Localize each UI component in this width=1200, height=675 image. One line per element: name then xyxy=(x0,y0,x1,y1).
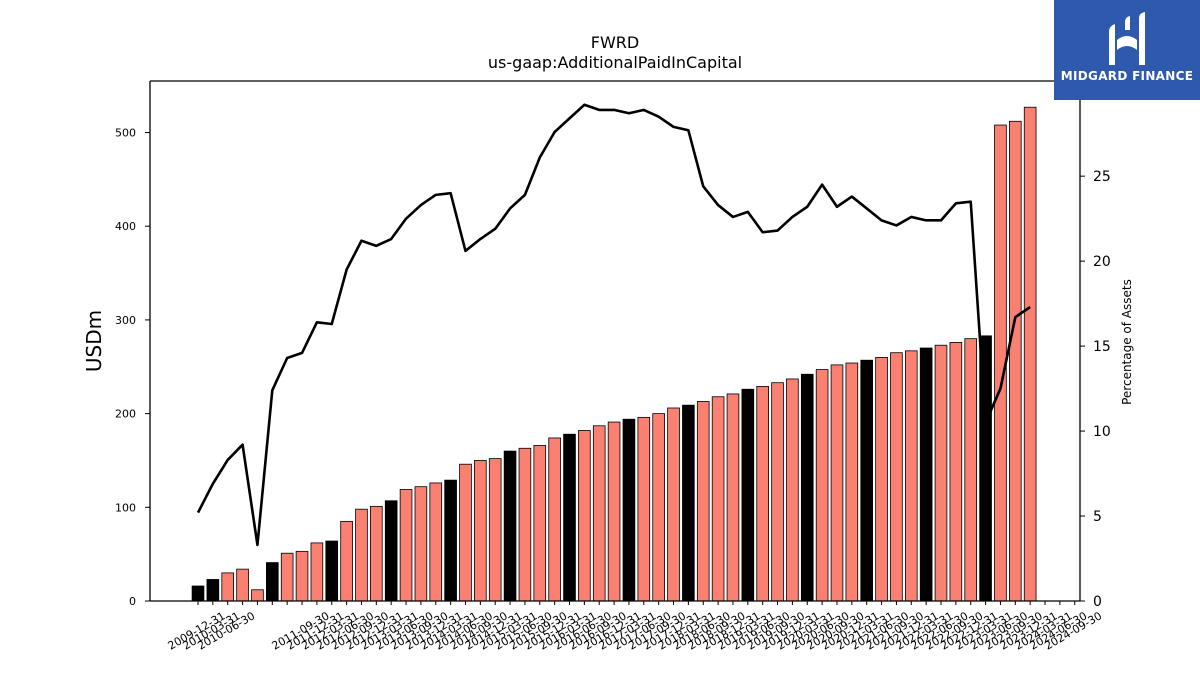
bar xyxy=(355,508,368,602)
bar xyxy=(503,450,517,602)
bar xyxy=(295,550,309,602)
bar xyxy=(384,500,398,602)
bar xyxy=(310,542,324,602)
bar xyxy=(726,393,740,602)
bar xyxy=(533,445,547,602)
y2-tick-label: 5 xyxy=(1093,509,1102,525)
bar xyxy=(667,407,680,602)
bar xyxy=(429,482,443,602)
bar xyxy=(325,540,339,602)
y-tick-label: 100 xyxy=(115,501,136,514)
percentage-line xyxy=(196,103,1031,547)
y-tick-label: 400 xyxy=(115,220,136,233)
bar xyxy=(1009,120,1022,602)
bar xyxy=(919,347,933,602)
bar xyxy=(340,520,353,602)
y2-tick-label: 25 xyxy=(1093,169,1111,185)
logo-text: MIDGARD FINANCE xyxy=(1060,69,1194,83)
bar xyxy=(771,382,784,602)
logo-mark-icon xyxy=(1109,12,1145,65)
bar xyxy=(815,369,829,602)
midgard-finance-logo: MIDGARD FINANCE xyxy=(1054,0,1200,100)
bar xyxy=(1023,106,1037,602)
bar xyxy=(890,352,903,602)
bar xyxy=(949,342,963,602)
bar xyxy=(474,460,487,602)
bar xyxy=(592,425,606,602)
y-tick-label: 300 xyxy=(115,314,136,327)
bar xyxy=(696,401,710,602)
bar xyxy=(236,568,249,602)
y2-tick-label: 0 xyxy=(1093,594,1102,610)
bar xyxy=(370,505,383,602)
y2-tick-label: 10 xyxy=(1093,424,1111,440)
y2-axis-label: Percentage of Assets xyxy=(1120,279,1134,405)
bar xyxy=(221,572,235,602)
bar xyxy=(741,388,755,602)
bar xyxy=(652,413,665,602)
bar xyxy=(845,362,859,602)
bar xyxy=(622,418,636,602)
bar xyxy=(800,373,814,602)
bar xyxy=(904,350,918,602)
chart-title: FWRD xyxy=(590,33,640,52)
bar xyxy=(786,378,799,602)
bar xyxy=(518,447,532,602)
bar xyxy=(607,421,621,602)
y2-tick-label: 20 xyxy=(1093,254,1111,270)
bar xyxy=(563,433,576,602)
bar xyxy=(964,338,978,602)
chart-subtitle: us-gaap:AdditionalPaidInCapital xyxy=(487,53,743,72)
bar xyxy=(637,416,651,602)
y-tick-label: 200 xyxy=(115,408,136,421)
bar xyxy=(578,430,591,602)
bar xyxy=(682,404,695,602)
bar xyxy=(830,364,844,602)
bar xyxy=(414,486,428,602)
bar xyxy=(875,356,888,602)
bar xyxy=(548,437,561,602)
bar xyxy=(265,562,279,602)
bar xyxy=(399,489,413,602)
y-axis-label: USDm xyxy=(82,310,106,372)
bar xyxy=(860,359,873,602)
bar xyxy=(191,585,205,602)
bar xyxy=(488,458,502,602)
bar xyxy=(280,552,294,602)
bar xyxy=(444,479,457,602)
y-tick-label: 500 xyxy=(115,127,136,140)
y-tick-label: 0 xyxy=(129,595,136,608)
bar xyxy=(459,463,472,602)
bar xyxy=(206,579,220,602)
bar xyxy=(251,589,264,602)
y2-tick-label: 15 xyxy=(1093,339,1111,355)
bar xyxy=(711,396,725,602)
bar xyxy=(934,344,948,602)
bar xyxy=(756,386,769,602)
